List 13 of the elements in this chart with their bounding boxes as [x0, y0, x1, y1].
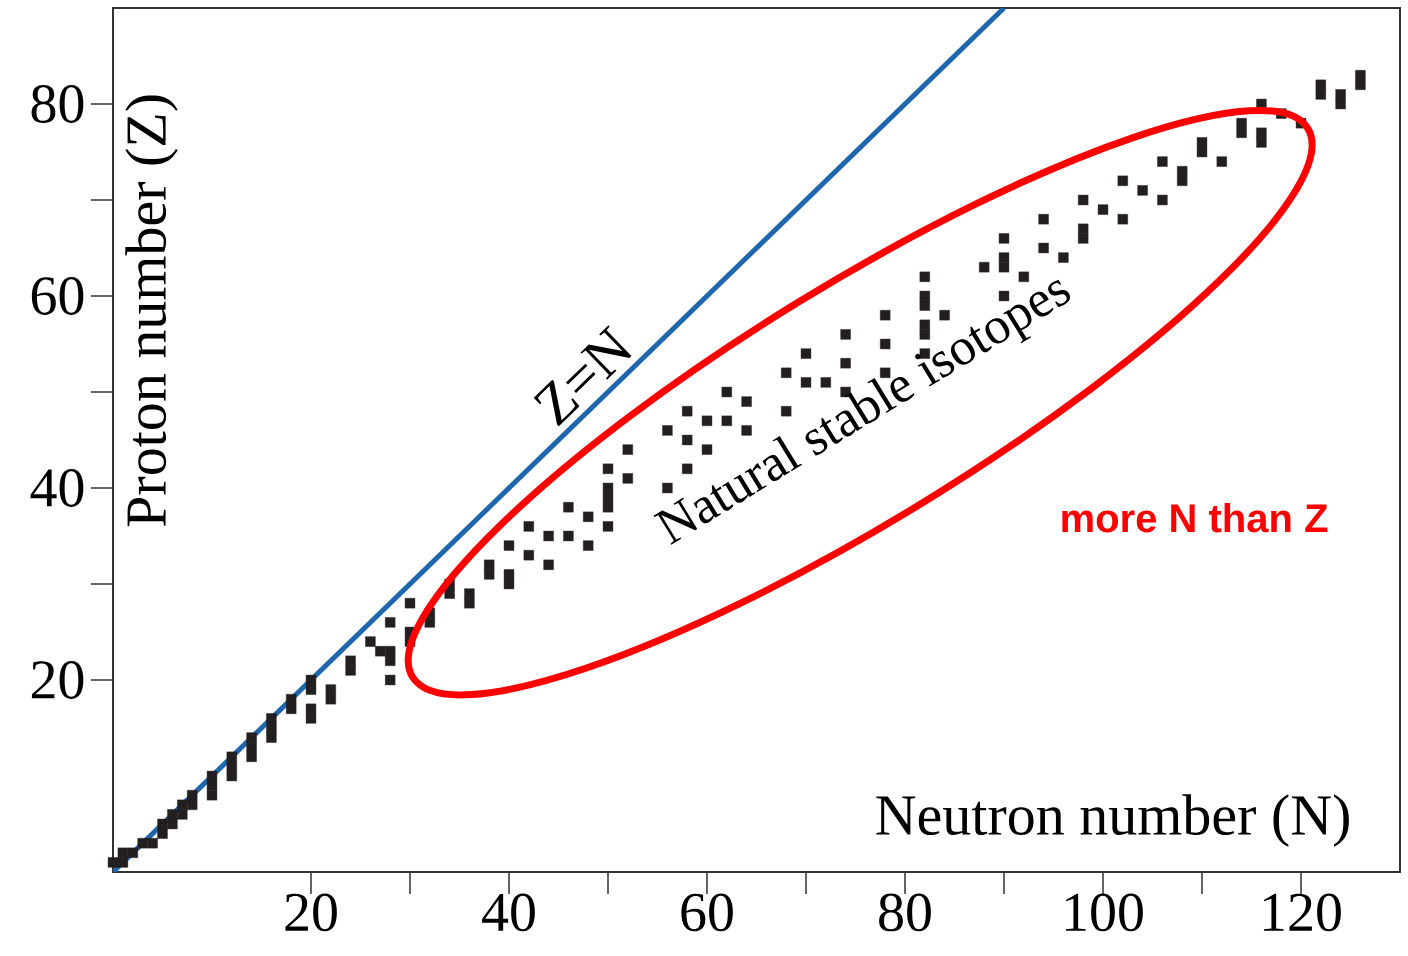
- x-tick-label: 60: [681, 893, 733, 932]
- x-tick-label: 100: [1065, 893, 1143, 932]
- y-tick-label: 80: [31, 85, 84, 123]
- x-tick-label: 40: [482, 893, 535, 932]
- y-tick-label: 40: [30, 469, 84, 507]
- y-axis-title: Proton number (Z): [125, 95, 178, 527]
- y-tick-label: 20: [31, 661, 84, 699]
- x-tick-label: 80: [879, 893, 931, 932]
- x-axis-title: Neutron number (N): [876, 794, 1349, 847]
- y-tick-label: 60: [31, 277, 84, 315]
- annotation: more N than Z: [1062, 503, 1328, 533]
- x-tick-label: 20: [285, 893, 337, 932]
- x-tick-label: 120: [1263, 893, 1341, 932]
